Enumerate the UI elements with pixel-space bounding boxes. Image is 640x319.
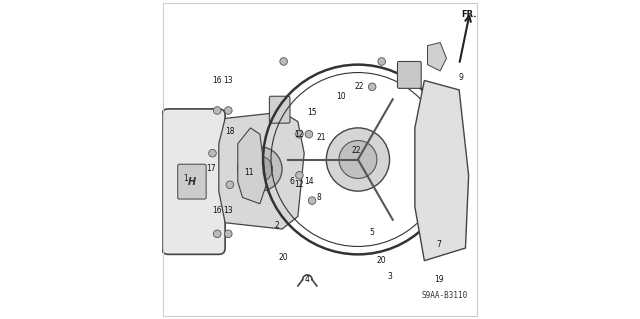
Circle shape	[308, 197, 316, 204]
FancyBboxPatch shape	[162, 109, 225, 254]
Text: 12: 12	[294, 180, 304, 189]
Text: H: H	[188, 177, 196, 187]
Circle shape	[296, 172, 303, 179]
Circle shape	[238, 147, 282, 191]
Circle shape	[369, 83, 376, 91]
Text: 7: 7	[436, 241, 441, 249]
Text: 13: 13	[223, 206, 233, 215]
Text: 8: 8	[316, 193, 321, 202]
Text: 13: 13	[223, 76, 233, 85]
Text: 6: 6	[289, 177, 294, 186]
Circle shape	[209, 149, 216, 157]
Text: 14: 14	[304, 177, 314, 186]
Text: FR.: FR.	[461, 10, 477, 19]
Circle shape	[225, 107, 232, 114]
Text: 15: 15	[307, 108, 317, 116]
Text: 12: 12	[294, 130, 304, 139]
Text: 4: 4	[305, 275, 310, 284]
Circle shape	[225, 230, 232, 238]
Circle shape	[280, 58, 287, 65]
Circle shape	[213, 107, 221, 114]
Text: 20: 20	[377, 256, 387, 265]
Circle shape	[247, 156, 273, 182]
Text: 2: 2	[275, 221, 280, 230]
Text: 20: 20	[279, 253, 289, 262]
Circle shape	[213, 230, 221, 238]
Polygon shape	[219, 112, 304, 229]
Polygon shape	[428, 42, 447, 71]
Text: 3: 3	[387, 272, 392, 281]
FancyBboxPatch shape	[269, 96, 290, 123]
Circle shape	[296, 130, 303, 138]
Circle shape	[339, 141, 377, 178]
FancyBboxPatch shape	[178, 164, 206, 199]
Text: 19: 19	[434, 275, 444, 284]
Text: 18: 18	[225, 127, 235, 136]
Text: 9: 9	[458, 73, 463, 82]
Text: 22: 22	[351, 145, 361, 154]
Text: 1: 1	[183, 174, 188, 183]
Text: 21: 21	[317, 133, 326, 142]
Text: 17: 17	[206, 165, 216, 174]
Text: 10: 10	[336, 92, 346, 101]
Text: 16: 16	[212, 206, 222, 215]
FancyBboxPatch shape	[397, 62, 421, 88]
Polygon shape	[415, 80, 468, 261]
Circle shape	[326, 128, 390, 191]
Polygon shape	[238, 128, 266, 204]
Text: 5: 5	[370, 228, 374, 237]
Text: S9AA-B3110: S9AA-B3110	[421, 291, 467, 300]
Text: 22: 22	[355, 82, 364, 91]
Circle shape	[305, 130, 313, 138]
Circle shape	[226, 181, 234, 189]
Text: 11: 11	[244, 168, 253, 177]
Text: 16: 16	[212, 76, 222, 85]
Circle shape	[378, 58, 385, 65]
